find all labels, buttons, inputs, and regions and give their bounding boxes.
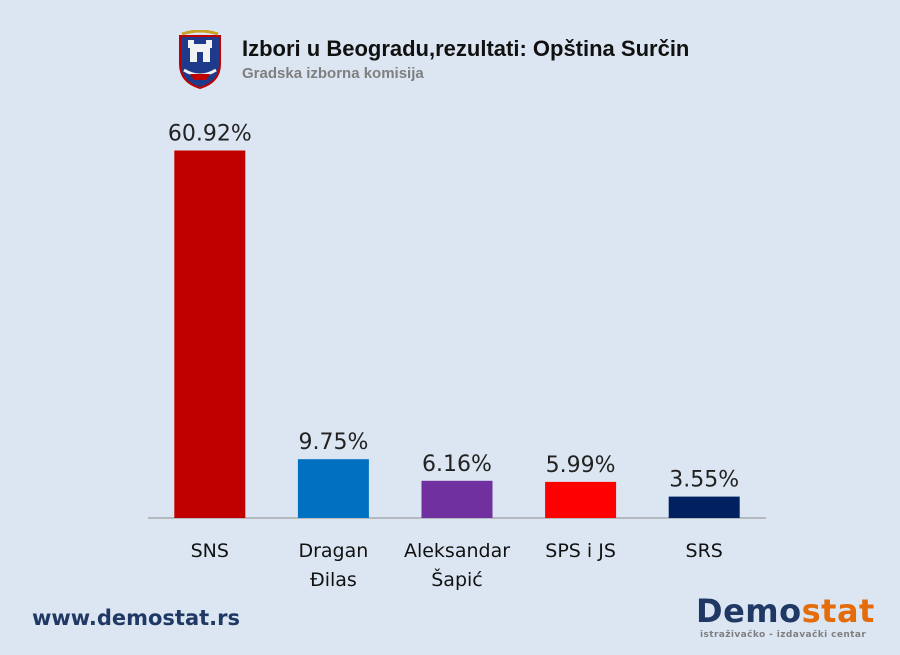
logo-text-accent: stat [801, 592, 875, 630]
data-label-0: 60.92% [168, 122, 252, 147]
bar-0 [174, 150, 246, 518]
category-label-1-line-0: Dragan [298, 540, 368, 562]
demostat-logo: Demostat [696, 592, 875, 630]
category-label-3: SPS i JS [545, 540, 616, 562]
category-label-1-line-1: Đilas [310, 569, 357, 591]
bar-1 [297, 459, 369, 518]
data-label-2: 6.16% [422, 452, 492, 477]
bar-2 [421, 480, 493, 518]
website-url[interactable]: www.demostat.rs [32, 606, 241, 630]
data-label-1: 9.75% [298, 430, 368, 455]
chart-subtitle: Gradska izborna komisija [242, 65, 424, 82]
category-label-2-line-0: Aleksandar [404, 540, 510, 562]
logo-text-main: Demo [696, 592, 802, 630]
logo-tagline: istraživačko - izdavački centar [700, 630, 867, 640]
bar-4 [668, 496, 740, 518]
data-label-4: 3.55% [669, 468, 739, 493]
category-label-0: SNS [191, 540, 229, 562]
belgrade-coat-of-arms-icon [179, 30, 221, 90]
category-label-2-line-1: Šapić [431, 567, 483, 591]
chart-title: Izbori u Beogradu,rezultati: Opština Sur… [242, 36, 690, 61]
bar-3 [545, 481, 617, 518]
data-label-3: 5.99% [546, 453, 616, 478]
category-label-4: SRS [686, 540, 723, 562]
